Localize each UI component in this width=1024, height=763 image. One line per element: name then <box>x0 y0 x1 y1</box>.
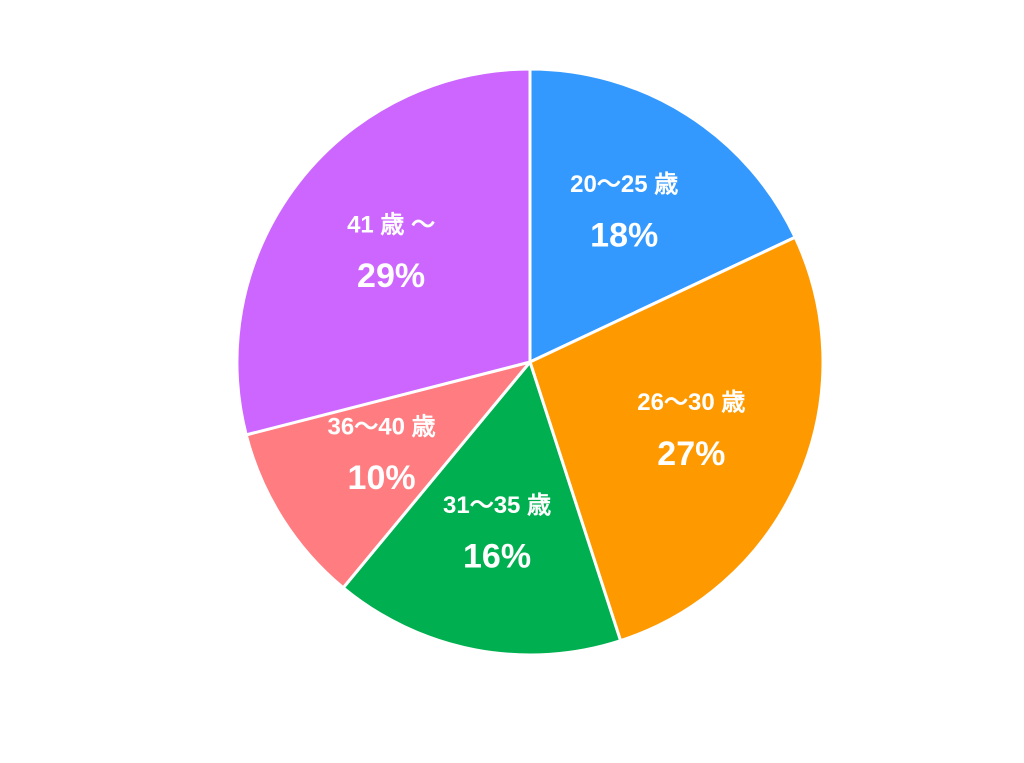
slice-category-label: 41 歳 〜 <box>347 211 435 239</box>
slice-value-label: 29% <box>357 257 425 295</box>
pie-slice <box>235 67 532 437</box>
pie-slice <box>341 358 623 657</box>
slice-value-label: 18% <box>590 217 658 255</box>
pie-slice <box>244 359 535 590</box>
slice-category-label: 31〜35 歳 <box>443 491 551 519</box>
slice-value-label: 10% <box>348 459 416 497</box>
slice-category-label: 36〜40 歳 <box>328 413 436 441</box>
pie-slice <box>528 235 825 643</box>
slice-value-label: 27% <box>657 435 725 473</box>
slice-value-label: 16% <box>463 538 531 576</box>
pie-slice <box>528 67 798 365</box>
slice-category-label: 26〜30 歳 <box>637 388 745 416</box>
slice-category-label: 20〜25 歳 <box>570 170 678 198</box>
